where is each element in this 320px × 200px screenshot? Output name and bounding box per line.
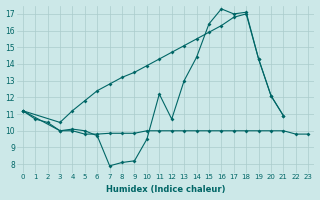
X-axis label: Humidex (Indice chaleur): Humidex (Indice chaleur)	[106, 185, 225, 194]
